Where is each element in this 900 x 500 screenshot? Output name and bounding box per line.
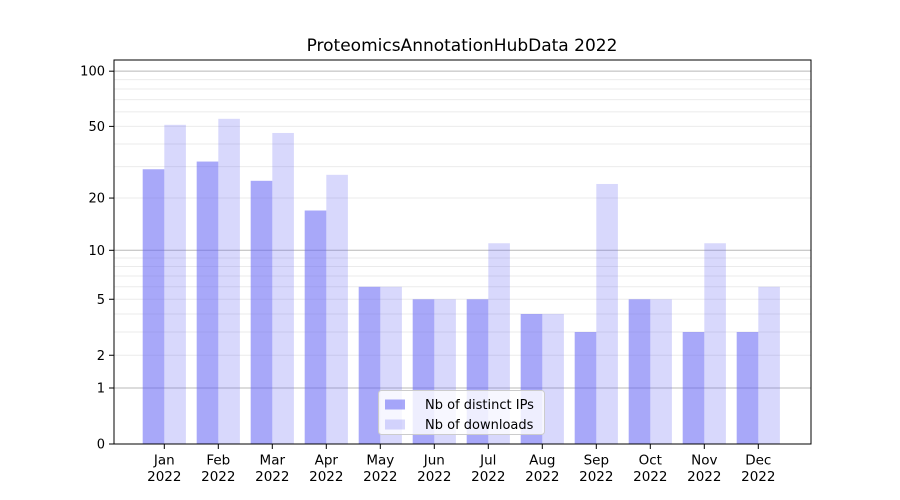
bar-downloads (704, 243, 726, 444)
bar-downloads (542, 313, 564, 444)
x-tick-label-month: Apr (315, 453, 339, 469)
bar-downloads (272, 132, 294, 445)
bar-downloads (164, 124, 186, 444)
x-tick-label-month: Sep (584, 453, 609, 469)
y-tick-label: 10 (88, 244, 105, 259)
x-tick-label-year: 2022 (147, 469, 181, 485)
y-tick-label: 20 (88, 192, 105, 207)
bar-distinct-ips (304, 210, 327, 444)
bar-distinct-ips (736, 332, 759, 444)
y-tick-label: 100 (80, 65, 105, 80)
x-tick-label-month: Dec (745, 453, 771, 469)
x-tick-label-year: 2022 (363, 469, 397, 485)
bar-distinct-ips (628, 299, 651, 444)
x-tick-label-year: 2022 (309, 469, 343, 485)
x-tick-label-month: Jun (423, 453, 445, 469)
y-tick-label: 1 (97, 382, 105, 397)
x-tick-label-year: 2022 (741, 469, 775, 485)
x-tick-label-month: Jul (479, 453, 496, 469)
x-tick-label-year: 2022 (687, 469, 721, 485)
y-tick-label: 2 (97, 349, 105, 364)
x-tick-label-month: Nov (691, 453, 717, 469)
bar-downloads (596, 183, 618, 444)
x-tick-label-year: 2022 (471, 469, 505, 485)
x-tick-label-month: Jan (153, 453, 175, 469)
legend-swatch-downloads-icon (385, 419, 405, 430)
y-tick-label: 0 (97, 438, 105, 453)
y-tick-label: 5 (97, 293, 105, 308)
x-tick-label-month: Oct (639, 453, 662, 469)
x-tick-label-year: 2022 (201, 469, 235, 485)
x-tick-label-year: 2022 (525, 469, 559, 485)
chart-title: ProteomicsAnnotationHubData 2022 (307, 36, 618, 56)
x-tick-label-month: May (366, 453, 394, 469)
x-tick-label-month: Feb (206, 453, 230, 469)
x-tick-label-month: Mar (260, 453, 286, 469)
bar-distinct-ips (250, 180, 273, 444)
x-tick-label-year: 2022 (579, 469, 613, 485)
legend: Nb of distinct IPs Nb of downloads (378, 390, 545, 435)
x-tick-label-year: 2022 (255, 469, 289, 485)
axes-frame (113, 59, 812, 445)
legend-label-distinct-ips: Nb of distinct IPs (425, 398, 534, 413)
bar-downloads (326, 174, 348, 444)
x-tick-label-year: 2022 (417, 469, 451, 485)
bar-downloads (218, 118, 240, 444)
legend-label-downloads: Nb of downloads (425, 418, 534, 433)
plot-area: 0125102050100Jan2022Feb2022Mar2022Apr202… (80, 59, 812, 485)
bar-distinct-ips (196, 161, 219, 444)
bar-distinct-ips (682, 332, 705, 444)
bar-distinct-ips (142, 169, 165, 444)
x-tick-label-month: Aug (529, 453, 555, 469)
bar-distinct-ips (574, 332, 597, 444)
bar-downloads (650, 299, 672, 444)
y-tick-label: 50 (88, 120, 105, 135)
x-tick-label-year: 2022 (633, 469, 667, 485)
bar-distinct-ips (358, 286, 381, 444)
bar-downloads (758, 286, 780, 444)
legend-box (378, 390, 545, 435)
legend-swatch-distinct-ips-icon (385, 399, 405, 410)
